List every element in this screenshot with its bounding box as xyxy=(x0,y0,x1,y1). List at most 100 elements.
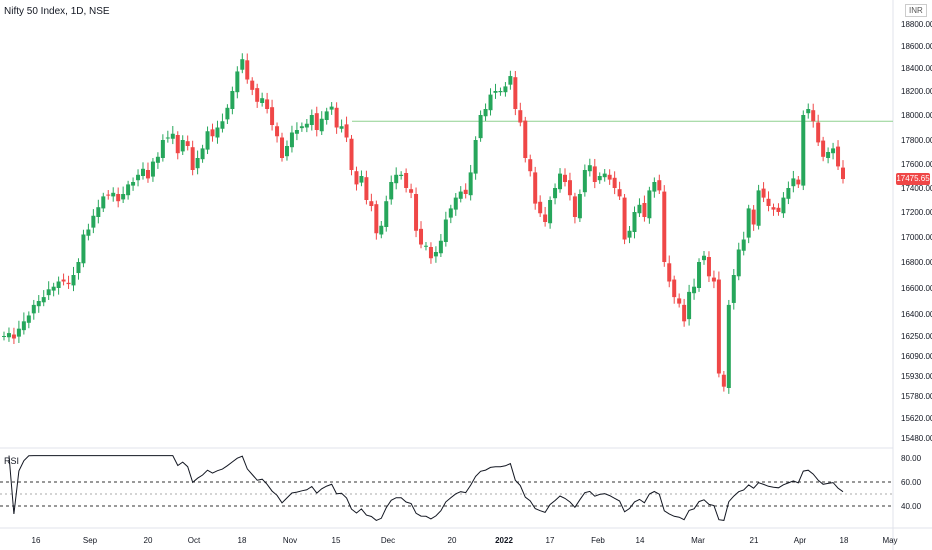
candle-body xyxy=(339,126,344,129)
candle xyxy=(359,170,364,187)
candle xyxy=(473,136,478,180)
candle-body xyxy=(831,148,836,154)
time-axis-tick: 14 xyxy=(636,536,645,545)
candle-body xyxy=(642,203,647,217)
candle-body xyxy=(791,178,796,187)
candle xyxy=(329,102,334,115)
candle-body xyxy=(389,182,394,200)
candle xyxy=(36,295,41,313)
candle-body xyxy=(275,126,280,137)
candle xyxy=(215,120,220,144)
candle xyxy=(721,371,726,392)
candle-body xyxy=(265,99,270,109)
candle-body xyxy=(205,131,210,150)
candle xyxy=(453,193,458,216)
candle xyxy=(289,125,294,153)
price-axis-tick: 15780.00 xyxy=(901,392,932,401)
candle-body xyxy=(384,201,389,227)
candle-body xyxy=(736,249,741,277)
candle xyxy=(131,177,136,191)
candle-body xyxy=(175,135,180,154)
candle-body xyxy=(235,71,240,93)
candle xyxy=(399,171,404,180)
candle-body xyxy=(185,141,190,146)
candle-body xyxy=(513,77,518,109)
candle-body xyxy=(731,275,736,303)
candle-body xyxy=(607,174,612,180)
candle xyxy=(319,111,324,135)
candle-body xyxy=(131,182,136,186)
candle xyxy=(2,331,6,341)
candle xyxy=(766,191,771,212)
candle xyxy=(394,167,399,190)
candle xyxy=(746,204,751,244)
candle xyxy=(16,320,21,343)
candle xyxy=(56,276,61,295)
candle-body xyxy=(195,158,200,169)
candle-body xyxy=(299,126,304,129)
candle xyxy=(369,193,374,212)
rsi-axis-tick: 60.00 xyxy=(901,478,922,487)
candle xyxy=(21,312,26,335)
candle xyxy=(81,229,86,268)
candle-body xyxy=(245,60,250,80)
candle xyxy=(543,206,548,227)
candle xyxy=(816,114,821,146)
time-axis-tick: 20 xyxy=(448,536,457,545)
time-axis-tick: 2022 xyxy=(495,536,513,545)
candle-body xyxy=(756,190,761,226)
candle xyxy=(200,144,205,163)
candle xyxy=(364,170,369,205)
candle-body xyxy=(170,133,175,139)
candle-body xyxy=(394,174,399,184)
time-axis-tick: Mar xyxy=(691,536,705,545)
candle-body xyxy=(260,98,265,103)
time-axis-tick: Sep xyxy=(83,536,98,545)
candle xyxy=(91,209,96,234)
candle-body xyxy=(528,159,533,172)
candle xyxy=(577,189,582,222)
candle xyxy=(51,282,56,297)
currency-badge[interactable]: INR xyxy=(905,4,927,17)
price-axis-tick: 16400.00 xyxy=(901,310,932,319)
price-axis-tick: 17200.00 xyxy=(901,208,932,217)
candle xyxy=(587,158,592,177)
candle-body xyxy=(592,166,597,182)
candle xyxy=(672,275,677,304)
candle xyxy=(389,175,394,205)
candle xyxy=(116,187,121,208)
candle-body xyxy=(687,291,692,320)
rsi-indicator-label[interactable]: RSI xyxy=(4,456,20,466)
candle xyxy=(771,203,776,216)
candle-body xyxy=(567,180,572,196)
candle xyxy=(11,327,16,344)
candle-body xyxy=(26,315,31,323)
candle xyxy=(26,311,31,329)
candle-body xyxy=(582,170,587,193)
candle-body xyxy=(478,115,483,139)
candle xyxy=(677,293,682,308)
candle xyxy=(697,258,702,292)
candle xyxy=(622,194,627,245)
candle-body xyxy=(468,172,473,196)
candle xyxy=(384,195,389,232)
candle-body xyxy=(682,304,687,322)
candle-body xyxy=(51,286,56,291)
candle-body xyxy=(121,194,126,200)
candle xyxy=(647,186,652,224)
candle-body xyxy=(16,328,21,337)
candle-body xyxy=(319,118,324,132)
candle xyxy=(190,140,195,176)
candle-body xyxy=(250,80,255,90)
candle xyxy=(706,251,711,283)
candle-body xyxy=(289,132,294,148)
candle xyxy=(493,83,498,99)
candle xyxy=(811,103,816,128)
price-axis-tick: 18400.00 xyxy=(901,64,932,73)
candle-body xyxy=(577,194,582,219)
candle xyxy=(379,221,384,239)
candle xyxy=(503,82,508,97)
candle xyxy=(414,187,419,238)
